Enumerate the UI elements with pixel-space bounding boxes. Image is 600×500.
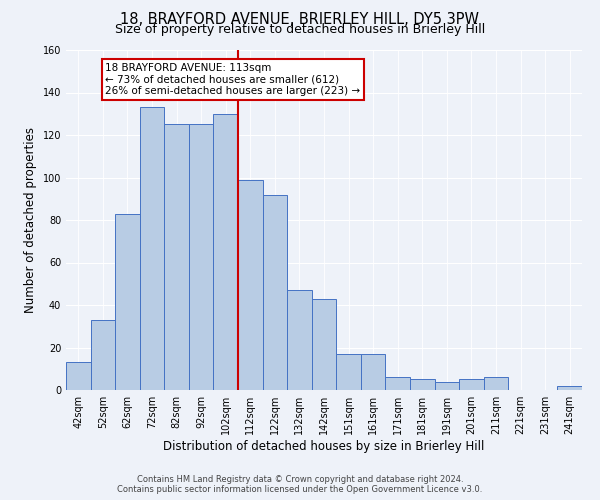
Bar [385, 378, 410, 390]
Text: Contains HM Land Registry data © Crown copyright and database right 2024.
Contai: Contains HM Land Registry data © Crown c… [118, 474, 482, 494]
Bar [484, 378, 508, 390]
Bar [557, 386, 582, 390]
Bar [287, 290, 312, 390]
Bar [459, 380, 484, 390]
Bar [336, 354, 361, 390]
Bar [312, 298, 336, 390]
Bar [115, 214, 140, 390]
Bar [263, 194, 287, 390]
X-axis label: Distribution of detached houses by size in Brierley Hill: Distribution of detached houses by size … [163, 440, 485, 453]
Bar [434, 382, 459, 390]
Bar [91, 320, 115, 390]
Bar [214, 114, 238, 390]
Bar [140, 108, 164, 390]
Bar [164, 124, 189, 390]
Bar [238, 180, 263, 390]
Bar [66, 362, 91, 390]
Bar [361, 354, 385, 390]
Y-axis label: Number of detached properties: Number of detached properties [24, 127, 37, 313]
Bar [189, 124, 214, 390]
Text: 18, BRAYFORD AVENUE, BRIERLEY HILL, DY5 3PW: 18, BRAYFORD AVENUE, BRIERLEY HILL, DY5 … [121, 12, 479, 28]
Bar [410, 380, 434, 390]
Text: 18 BRAYFORD AVENUE: 113sqm
← 73% of detached houses are smaller (612)
26% of sem: 18 BRAYFORD AVENUE: 113sqm ← 73% of deta… [106, 62, 361, 96]
Text: Size of property relative to detached houses in Brierley Hill: Size of property relative to detached ho… [115, 22, 485, 36]
